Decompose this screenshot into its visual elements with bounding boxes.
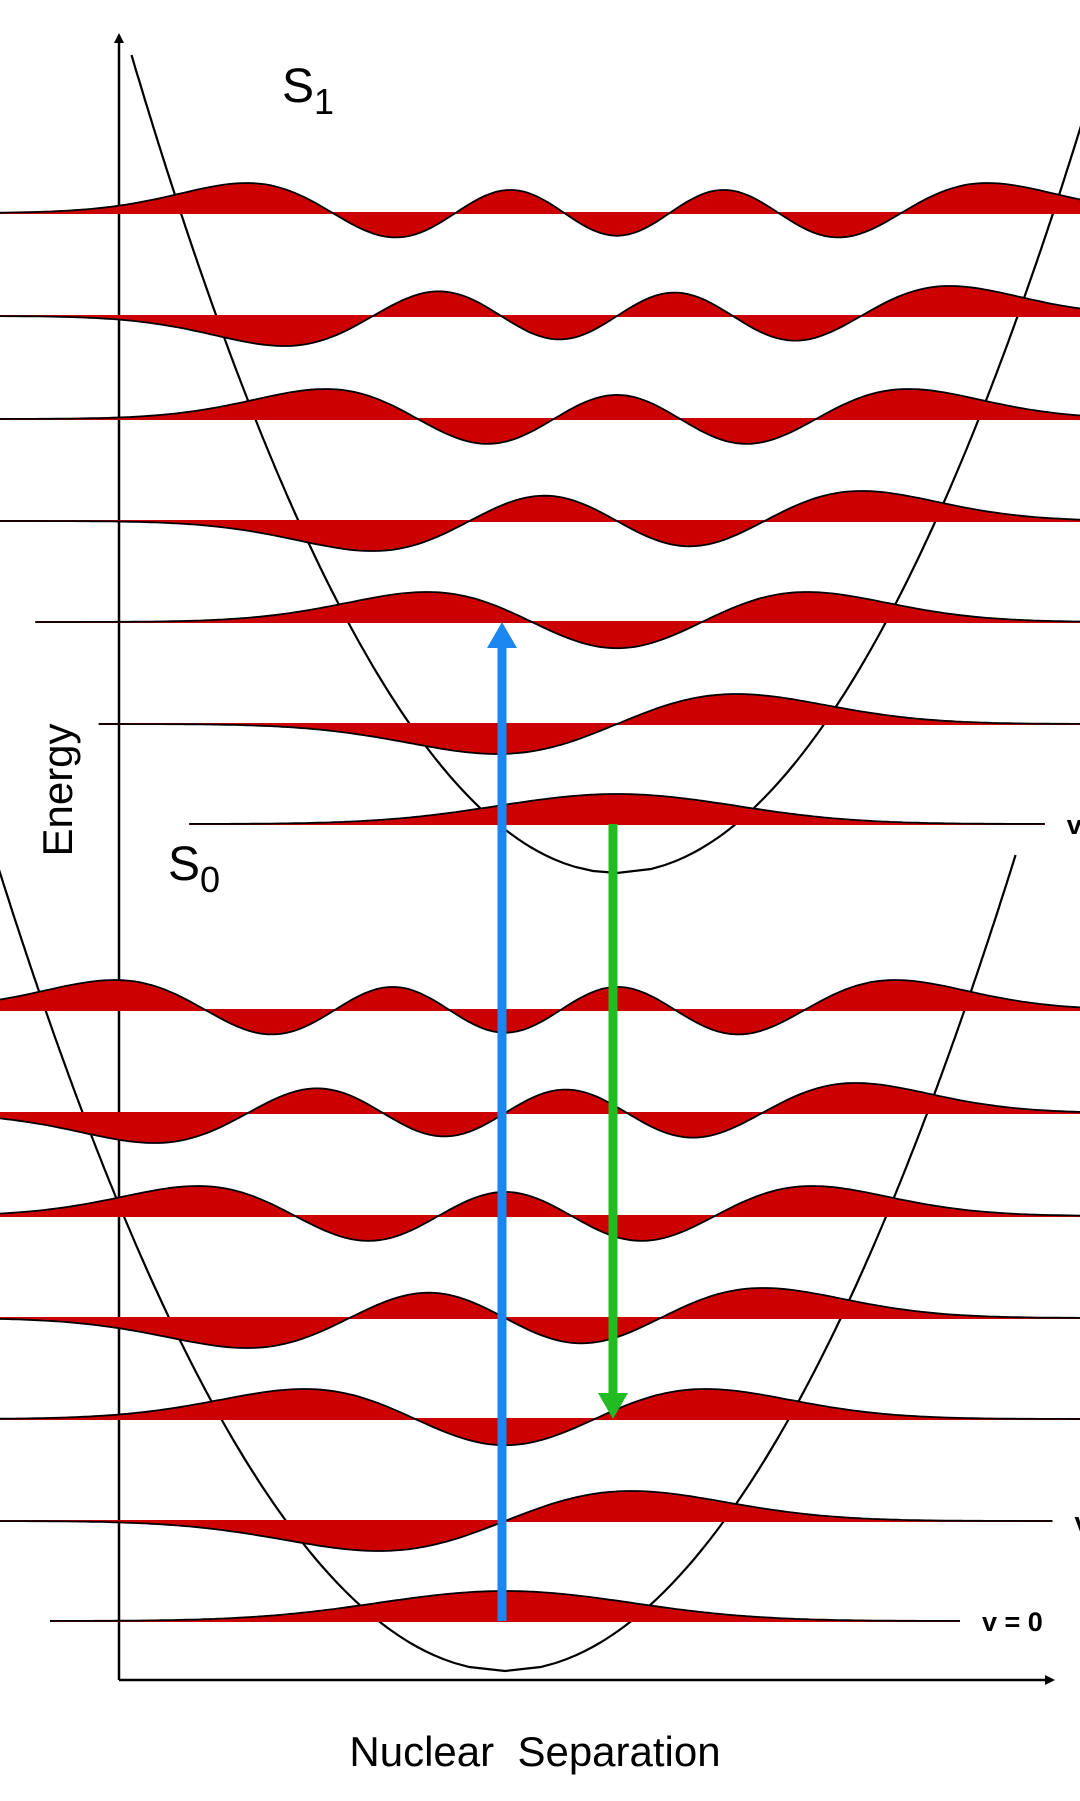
y-axis-title: Energy [34, 723, 81, 856]
s1-symbol: S [282, 60, 314, 113]
s1-state-group: v = 0v = 1v = 2v = 3v = 4v = 5v = 6 [0, 54, 1080, 875]
s1-wavefunction-v2 [35, 591, 1080, 650]
s1-wavefunction-v5 [0, 285, 1080, 347]
s0-wavefunction-fill-v6 [0, 980, 1080, 1035]
transition-arrows [487, 622, 628, 1621]
s1-wavefunction-v0 [189, 793, 1045, 825]
s1-wavefunction-fill-v0 [189, 794, 1045, 824]
s0-level-label-v0: v = 0 [982, 1607, 1043, 1637]
s1-level-label-v0: v = 0 [1067, 810, 1080, 840]
s0-potential-curve [0, 854, 1017, 1673]
absorption-arrow-head [487, 622, 517, 648]
s0-wavefunction-fill-v2 [0, 1389, 1080, 1446]
x-axis-title: Nuclear Separation [349, 1728, 720, 1775]
s1-potential-curve [130, 54, 1080, 875]
s1-wavefunction-fill-v2 [35, 592, 1080, 649]
s0-symbol: S [168, 838, 200, 891]
s1-subscript: 1 [314, 81, 334, 122]
emission-arrow-head [598, 1393, 628, 1419]
s0-level-label-v1: v = 1 [1075, 1507, 1080, 1537]
s0-state-label: S0 [168, 838, 220, 900]
s1-wavefunction-v6 [0, 182, 1080, 239]
s1-wavefunction-fill-v4 [0, 389, 1080, 444]
s1-state-label: S1 [282, 60, 334, 122]
s1-wavefunction-v4 [0, 388, 1080, 445]
s1-wavefunction-v1 [98, 693, 1080, 755]
s1-wavefunction-v3 [0, 490, 1080, 552]
s0-subscript: 0 [200, 859, 220, 900]
s0-state-group: v = 0v = 1v = 2v = 3v = 4v = 5v = 6 [0, 854, 1080, 1673]
s1-wavefunction-fill-v6 [0, 183, 1080, 238]
s0-wavefunction-fill-v4 [0, 1186, 1080, 1241]
